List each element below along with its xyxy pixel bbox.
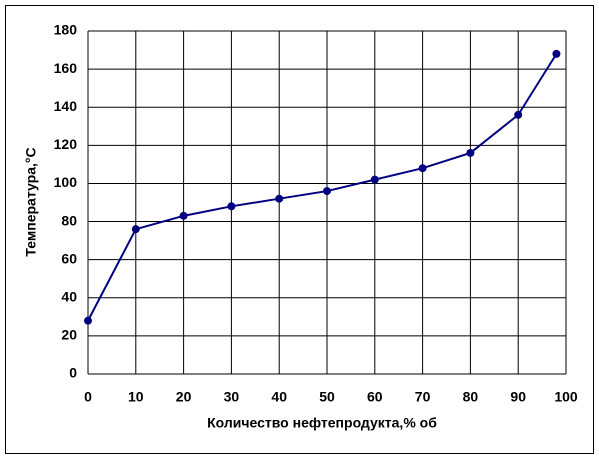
data-point xyxy=(275,194,284,203)
y-tick-label: 180 xyxy=(54,22,78,38)
y-tick-label: 60 xyxy=(61,250,77,266)
x-tick-label: 10 xyxy=(128,389,144,405)
data-point xyxy=(179,211,188,220)
y-tick-label: 20 xyxy=(61,327,77,343)
data-point xyxy=(227,202,236,211)
x-tick-label: 70 xyxy=(415,389,431,405)
x-tick-label: 20 xyxy=(176,389,192,405)
x-tick-label: 40 xyxy=(271,389,287,405)
x-axis-label: Количество нефтепродукта,% об xyxy=(207,415,437,431)
y-axis-label: Температура,°С xyxy=(23,147,39,256)
x-tick-label: 90 xyxy=(510,389,526,405)
y-tick-label: 160 xyxy=(54,60,78,76)
data-point xyxy=(514,110,523,119)
y-tick-label: 120 xyxy=(54,136,78,152)
data-point xyxy=(370,175,379,184)
y-tick-label: 100 xyxy=(54,174,78,190)
data-point xyxy=(552,49,561,58)
data-point xyxy=(323,187,331,196)
y-tick-label: 0 xyxy=(69,365,77,381)
y-tick-label: 40 xyxy=(61,288,77,304)
data-point xyxy=(84,316,92,325)
data-point xyxy=(131,225,140,234)
x-tick-label: 0 xyxy=(84,389,92,405)
x-tick-label: 50 xyxy=(319,389,335,405)
x-tick-label: 100 xyxy=(554,389,578,405)
y-tick-label: 80 xyxy=(61,212,77,228)
x-tick-label: 60 xyxy=(367,389,383,405)
y-tick-label: 140 xyxy=(54,98,78,114)
x-tick-label: 80 xyxy=(463,389,479,405)
x-tick-label: 30 xyxy=(224,389,240,405)
data-point xyxy=(466,148,475,157)
chart-border xyxy=(5,5,594,454)
data-point xyxy=(418,164,427,173)
